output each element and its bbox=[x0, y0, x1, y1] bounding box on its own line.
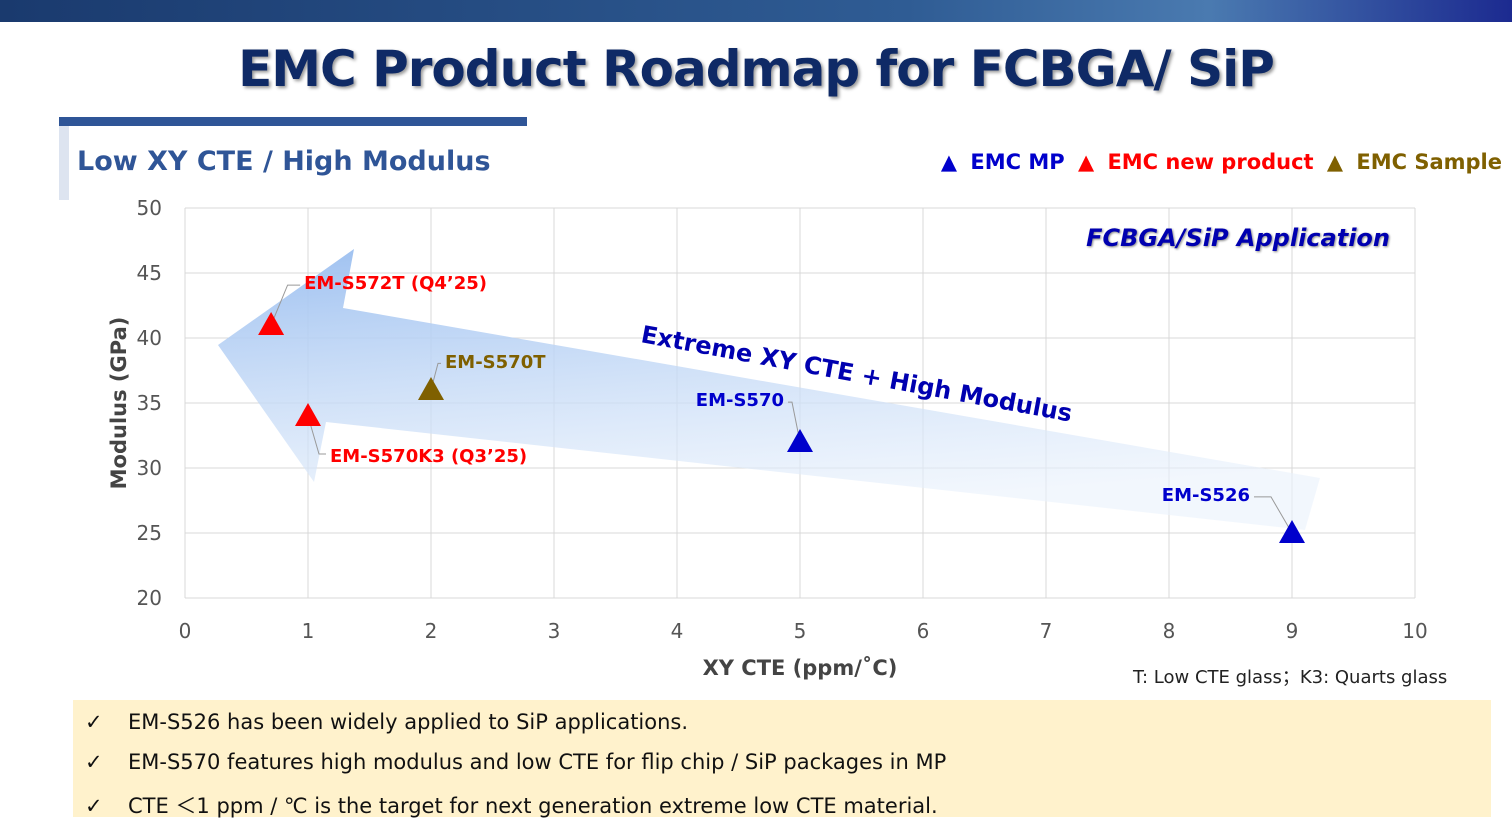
x-tick-label: 1 bbox=[302, 619, 315, 643]
x-tick-label: 8 bbox=[1163, 619, 1176, 643]
data-point-triangle bbox=[418, 377, 444, 400]
data-point-triangle bbox=[787, 429, 813, 452]
application-label: FCBGA/SiP Application bbox=[1086, 224, 1390, 252]
x-axis-label: XY CTE (ppm/˚C) bbox=[703, 656, 898, 680]
bullet-item: ✓ CTE ＜1 ppm / ℃ is the target for next g… bbox=[85, 790, 938, 820]
x-tick-label: 0 bbox=[179, 619, 192, 643]
trend-arrow bbox=[218, 249, 1320, 530]
bullet-text: EM-S526 has been widely applied to SiP a… bbox=[128, 710, 689, 734]
legend: ▲ EMC MP ▲ EMC new product ▲ EMC Sample bbox=[935, 150, 1502, 174]
x-tick-label: 6 bbox=[917, 619, 930, 643]
data-point-label: EM-S570 bbox=[696, 390, 784, 411]
x-tick-label: 9 bbox=[1286, 619, 1299, 643]
scatter-chart: Extreme XY CTE + High Modulus FCBGA/SiP … bbox=[107, 196, 1428, 680]
y-tick-label: 35 bbox=[137, 391, 162, 415]
x-tick-label: 4 bbox=[671, 619, 684, 643]
y-tick-label: 30 bbox=[137, 456, 162, 480]
y-tick-label: 40 bbox=[137, 326, 162, 350]
check-icon: ✓ bbox=[85, 710, 103, 734]
top-banner bbox=[0, 0, 1512, 22]
legend-label: EMC MP bbox=[970, 150, 1065, 174]
bullet-item: ✓ EM-S526 has been widely applied to SiP … bbox=[85, 710, 688, 734]
check-icon: ✓ bbox=[85, 794, 103, 818]
x-tick-label: 5 bbox=[794, 619, 807, 643]
leader-line bbox=[1254, 496, 1293, 534]
bullet-text: CTE ＜1 ppm / ℃ is the target for next ge… bbox=[128, 794, 938, 818]
page-title: EMC Product Roadmap for FCBGA/ SiP bbox=[238, 40, 1275, 98]
data-point-label: EM-S570T bbox=[445, 352, 546, 373]
data-point-triangle bbox=[295, 403, 321, 426]
leader-line bbox=[307, 415, 326, 455]
y-axis-label: Modulus (GPa) bbox=[107, 317, 131, 490]
legend-sample: ▲ EMC Sample bbox=[1326, 150, 1502, 174]
legend-label: EMC new product bbox=[1107, 150, 1314, 174]
data-point-label: EM-S570K3 (Q3’25) bbox=[330, 446, 527, 467]
data-point-label: EM-S526 bbox=[1162, 485, 1250, 506]
data-point-label: EM-S572T (Q4’25) bbox=[304, 273, 487, 294]
legend-mp: ▲ EMC MP bbox=[940, 150, 1065, 174]
x-tick-label: 3 bbox=[548, 619, 561, 643]
y-tick-label: 45 bbox=[137, 261, 162, 285]
check-icon: ✓ bbox=[85, 750, 103, 774]
legend-new: ▲ EMC new product bbox=[1077, 150, 1314, 174]
bullet-item: ✓ EM-S570 features high modulus and low C… bbox=[85, 750, 946, 774]
x-tick-label: 10 bbox=[1402, 619, 1427, 643]
leader-line bbox=[788, 401, 801, 443]
y-tick-label: 50 bbox=[137, 196, 162, 220]
summary-box bbox=[73, 700, 1491, 817]
data-point-triangle bbox=[258, 312, 285, 335]
data-point-triangle bbox=[1279, 520, 1305, 543]
y-tick-label: 25 bbox=[137, 521, 162, 545]
x-tick-label: 2 bbox=[425, 619, 438, 643]
subtitle: Low XY CTE / High Modulus bbox=[77, 146, 491, 177]
y-tick-label: 20 bbox=[137, 586, 162, 610]
bullet-text: EM-S570 features high modulus and low CT… bbox=[128, 750, 947, 774]
x-tick-label: 7 bbox=[1040, 619, 1053, 643]
glass-note: T: Low CTE glass；K3: Quarts glass bbox=[1133, 667, 1448, 688]
subtitle-accent bbox=[59, 126, 69, 200]
title-underline bbox=[59, 117, 527, 126]
legend-label: EMC Sample bbox=[1356, 150, 1502, 174]
leader-line bbox=[270, 284, 301, 326]
